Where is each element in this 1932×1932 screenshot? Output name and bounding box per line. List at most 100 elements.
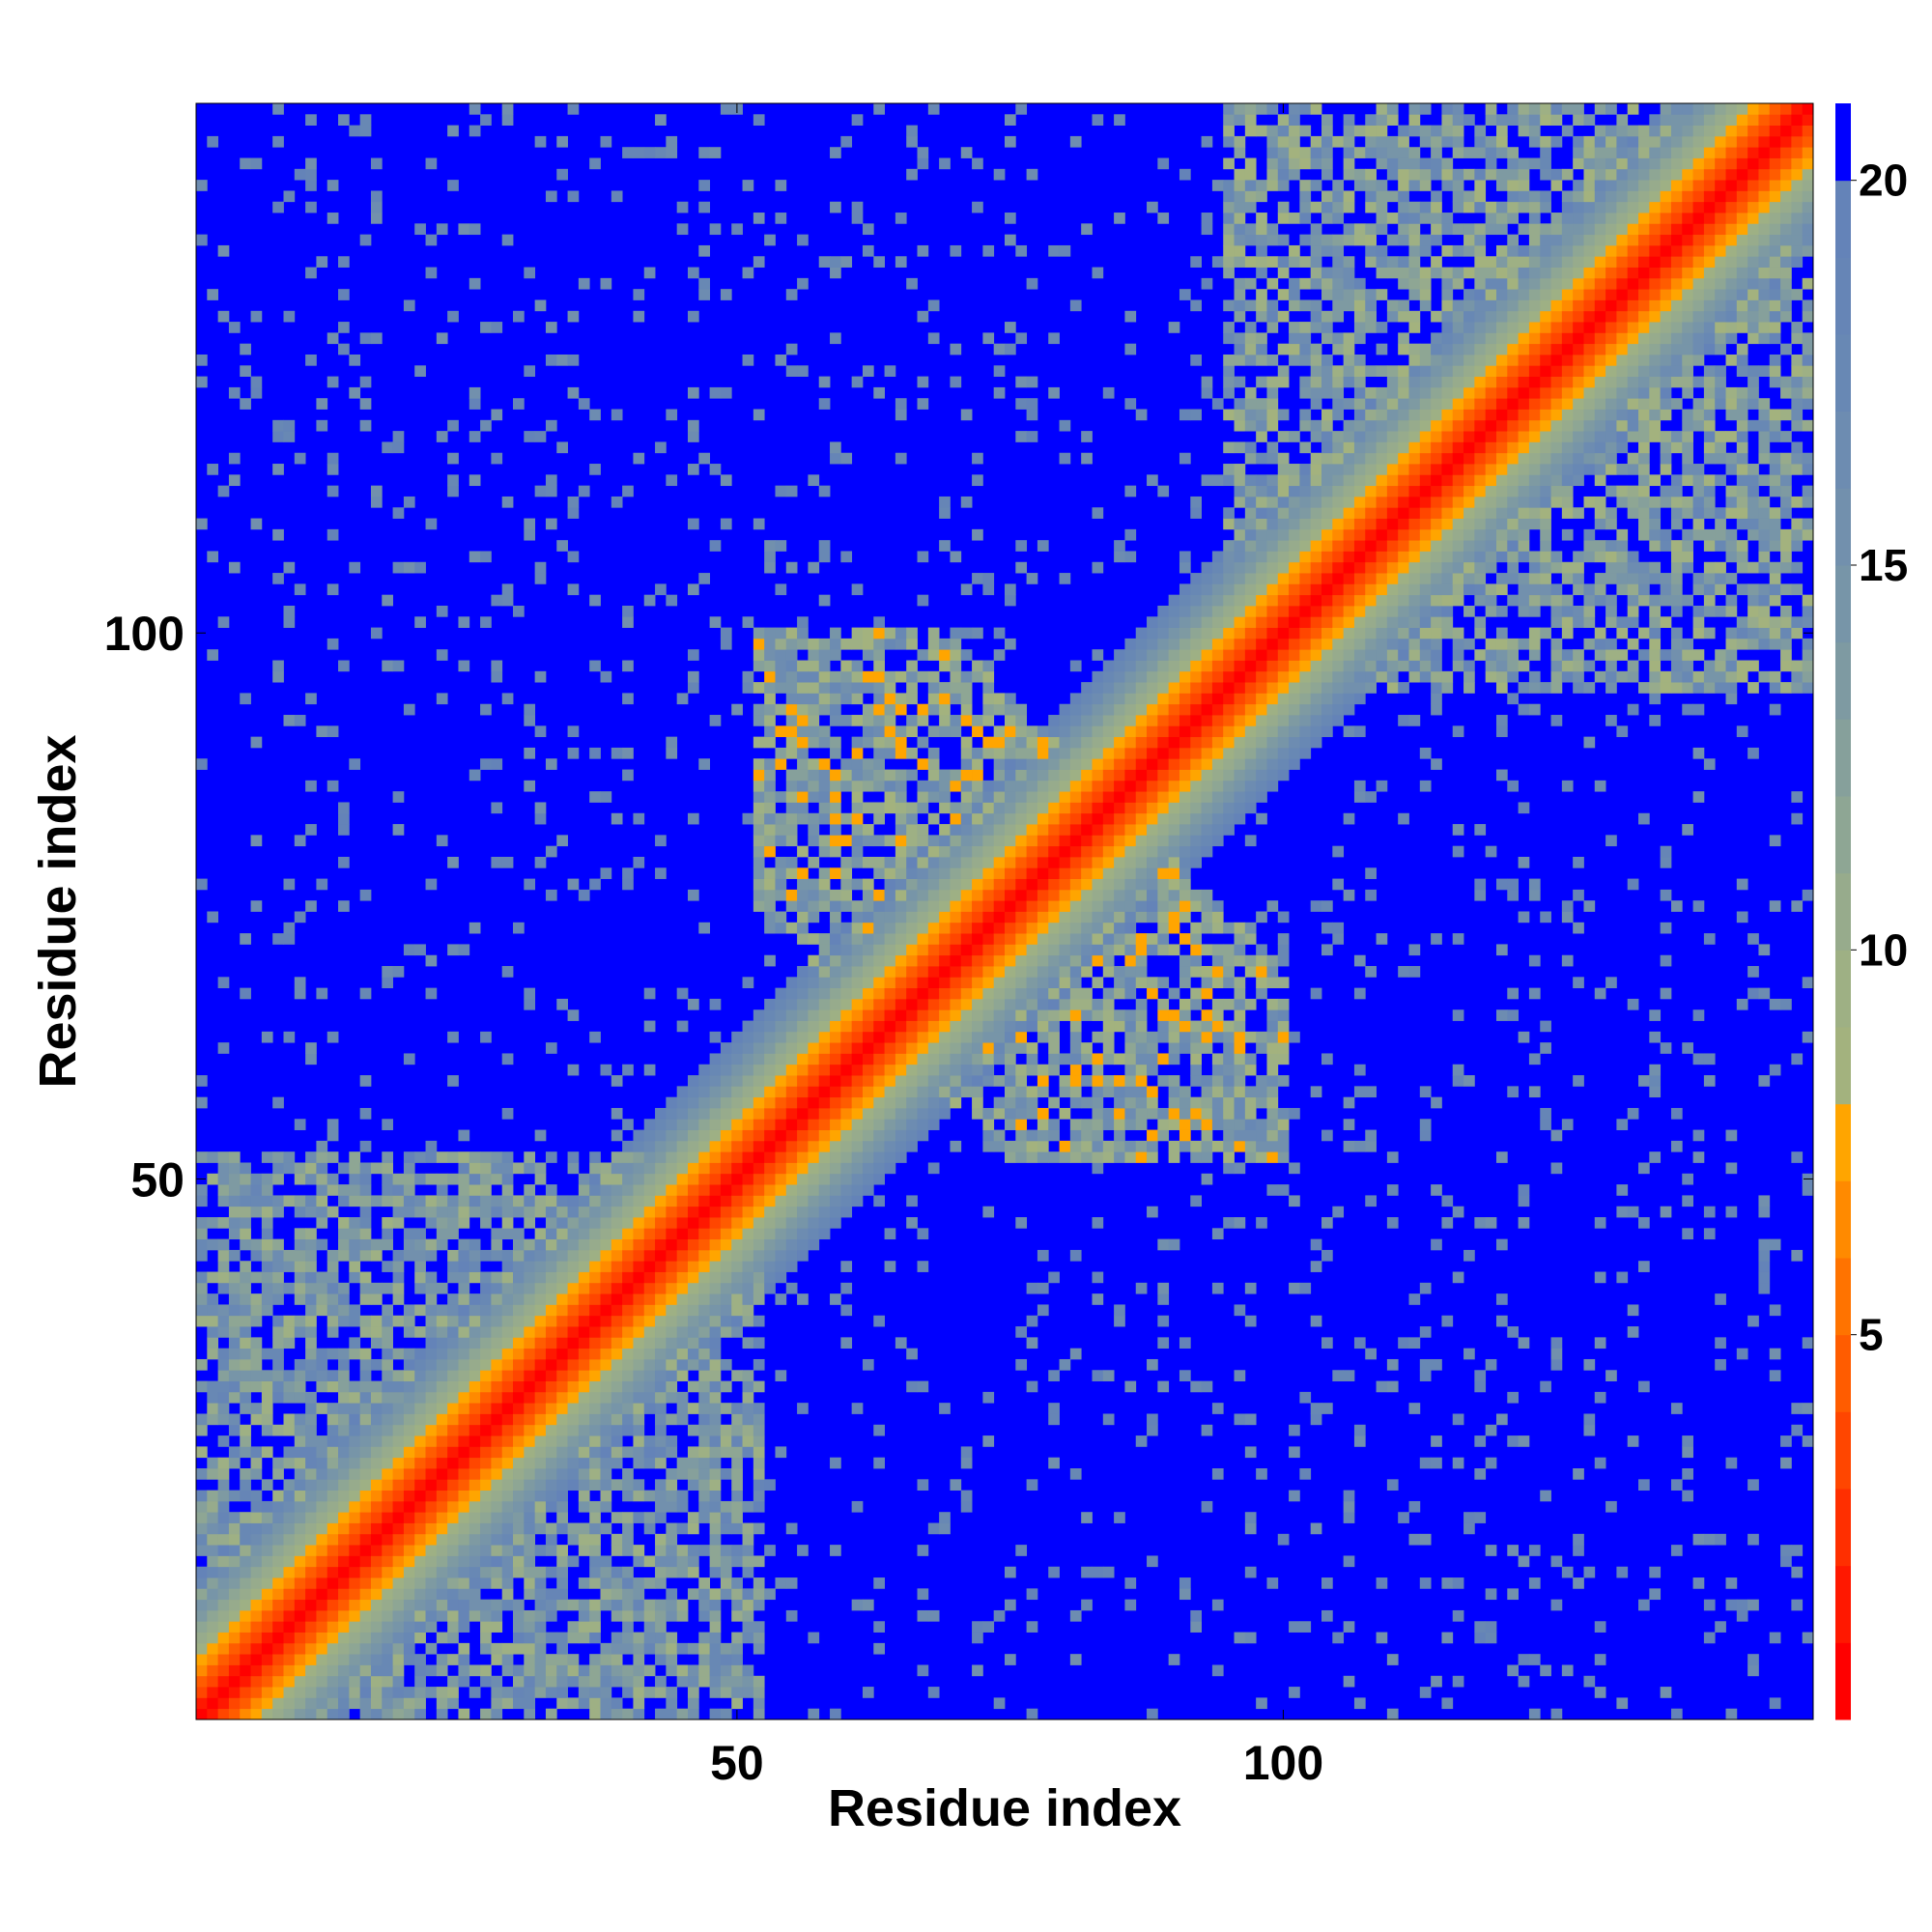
heatmap-cell [1114,977,1125,989]
heatmap-cell [567,1261,580,1272]
heatmap-cell [720,1642,732,1655]
heatmap-cell [228,1413,241,1426]
heatmap-cell [447,1545,459,1556]
heatmap-cell [840,856,853,868]
heatmap-cell [338,1293,350,1305]
heatmap-cell [1081,725,1093,738]
heatmap-cell [578,1391,590,1404]
heatmap-cell [797,1293,809,1305]
heatmap-cell [1179,289,1191,300]
heatmap-cell [316,419,328,432]
heatmap-cell [436,605,448,617]
heatmap-cell [524,431,536,442]
heatmap-cell [633,1358,645,1371]
heatmap-cell [764,670,776,683]
heatmap-cell [698,1403,711,1414]
heatmap-cell [316,1545,328,1556]
heatmap-cell [1059,725,1071,738]
heatmap-cell [895,998,907,1010]
heatmap-cell [480,1555,492,1568]
heatmap-cell [1026,1064,1038,1076]
heatmap-cell [939,682,951,694]
heatmap-cell [567,1348,580,1360]
heatmap-cell [283,1664,296,1677]
heatmap-cell [458,616,470,628]
heatmap-cell [392,507,405,519]
heatmap-cell [785,1096,798,1109]
heatmap-cell [862,987,874,1000]
heatmap-cell [545,1424,557,1436]
heatmap-cell [1005,213,1016,224]
heatmap-cell [884,1053,896,1065]
heatmap-cell [633,1238,645,1251]
heatmap-cell [207,1664,219,1677]
heatmap-cell [217,1151,230,1163]
heatmap-cell [545,322,557,333]
heatmap-cell [392,1664,405,1677]
heatmap-cell [666,1654,678,1665]
heatmap-cell [425,1249,438,1262]
heatmap-cell [960,878,973,891]
heatmap-cell [458,1293,470,1305]
heatmap-cell [1124,812,1137,825]
heatmap-cell [960,780,973,792]
heatmap-cell [709,1348,722,1360]
heatmap-cell [480,1315,492,1327]
heatmap-cell [240,343,251,355]
heatmap-cell [469,1457,481,1469]
heatmap-cell [447,1217,459,1229]
heatmap-cell [720,1500,732,1513]
heatmap-cell [1015,812,1028,825]
heatmap-cell [600,1370,612,1381]
heatmap-cell [228,1609,241,1622]
heatmap-cell [458,1195,470,1208]
heatmap-cell [589,1282,601,1294]
heatmap-cell [927,1522,940,1535]
heatmap-cell [917,244,929,257]
heatmap-cell [972,845,983,858]
heatmap-cell [840,977,853,989]
heatmap-cell [720,1358,732,1371]
heatmap-cell [742,1064,754,1076]
heatmap-cell [1092,867,1104,879]
heatmap-cell [775,998,787,1010]
heatmap-cell [830,693,841,705]
heatmap-cell [589,1446,601,1459]
heatmap-cell [469,474,481,487]
heatmap-cell [480,1708,492,1720]
heatmap-cell [480,1577,492,1589]
heatmap-cell [359,332,372,345]
heatmap-cell [589,1261,601,1272]
heatmap-cell [1201,922,1213,934]
heatmap-cell [840,758,853,770]
heatmap-cell [797,670,809,683]
heatmap-cell [1037,736,1049,749]
heatmap-cell [1168,1119,1180,1130]
heatmap-cell [316,1403,328,1414]
heatmap-cell [785,1031,798,1043]
heatmap-cell [1147,889,1158,901]
heatmap-cell [524,1424,536,1436]
heatmap-cell [1179,856,1191,868]
heatmap-cell [1190,256,1202,268]
heatmap-cell [327,725,339,738]
heatmap-cell [709,1173,722,1185]
heatmap-cell [327,583,339,596]
heatmap-cell [338,1599,350,1611]
heatmap-cell [698,1545,711,1556]
heatmap-cell [501,1599,514,1611]
heatmap-cell [1005,802,1016,814]
heatmap-cell [666,409,678,421]
heatmap-cell [207,1675,219,1688]
heatmap-cell [742,1588,754,1601]
heatmap-cell [709,1151,722,1163]
heatmap-cell [611,1358,623,1371]
heatmap-cell [403,1609,415,1622]
heatmap-cell [622,1151,634,1163]
heatmap-cell [1081,867,1093,879]
heatmap-cell [1102,715,1115,726]
heatmap-cell [228,1599,241,1611]
heatmap-cell [960,1009,973,1021]
heatmap-cell [731,1632,743,1644]
heatmap-cell [643,1271,656,1284]
